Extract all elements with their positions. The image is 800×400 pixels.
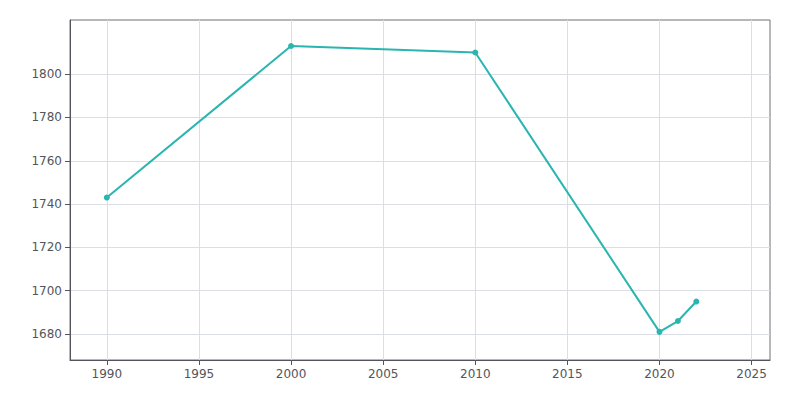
- svg-text:2025: 2025: [736, 367, 767, 381]
- svg-text:2000: 2000: [276, 367, 307, 381]
- svg-text:2015: 2015: [552, 367, 583, 381]
- svg-text:1700: 1700: [31, 284, 62, 298]
- svg-text:2020: 2020: [644, 367, 675, 381]
- svg-text:1760: 1760: [31, 154, 62, 168]
- svg-text:1800: 1800: [31, 67, 62, 81]
- svg-text:1990: 1990: [92, 367, 123, 381]
- svg-text:1740: 1740: [31, 197, 62, 211]
- svg-text:1720: 1720: [31, 240, 62, 254]
- svg-text:1680: 1680: [31, 327, 62, 341]
- svg-text:1995: 1995: [184, 367, 215, 381]
- svg-text:2010: 2010: [460, 367, 491, 381]
- svg-text:1780: 1780: [31, 110, 62, 124]
- svg-text:2005: 2005: [368, 367, 399, 381]
